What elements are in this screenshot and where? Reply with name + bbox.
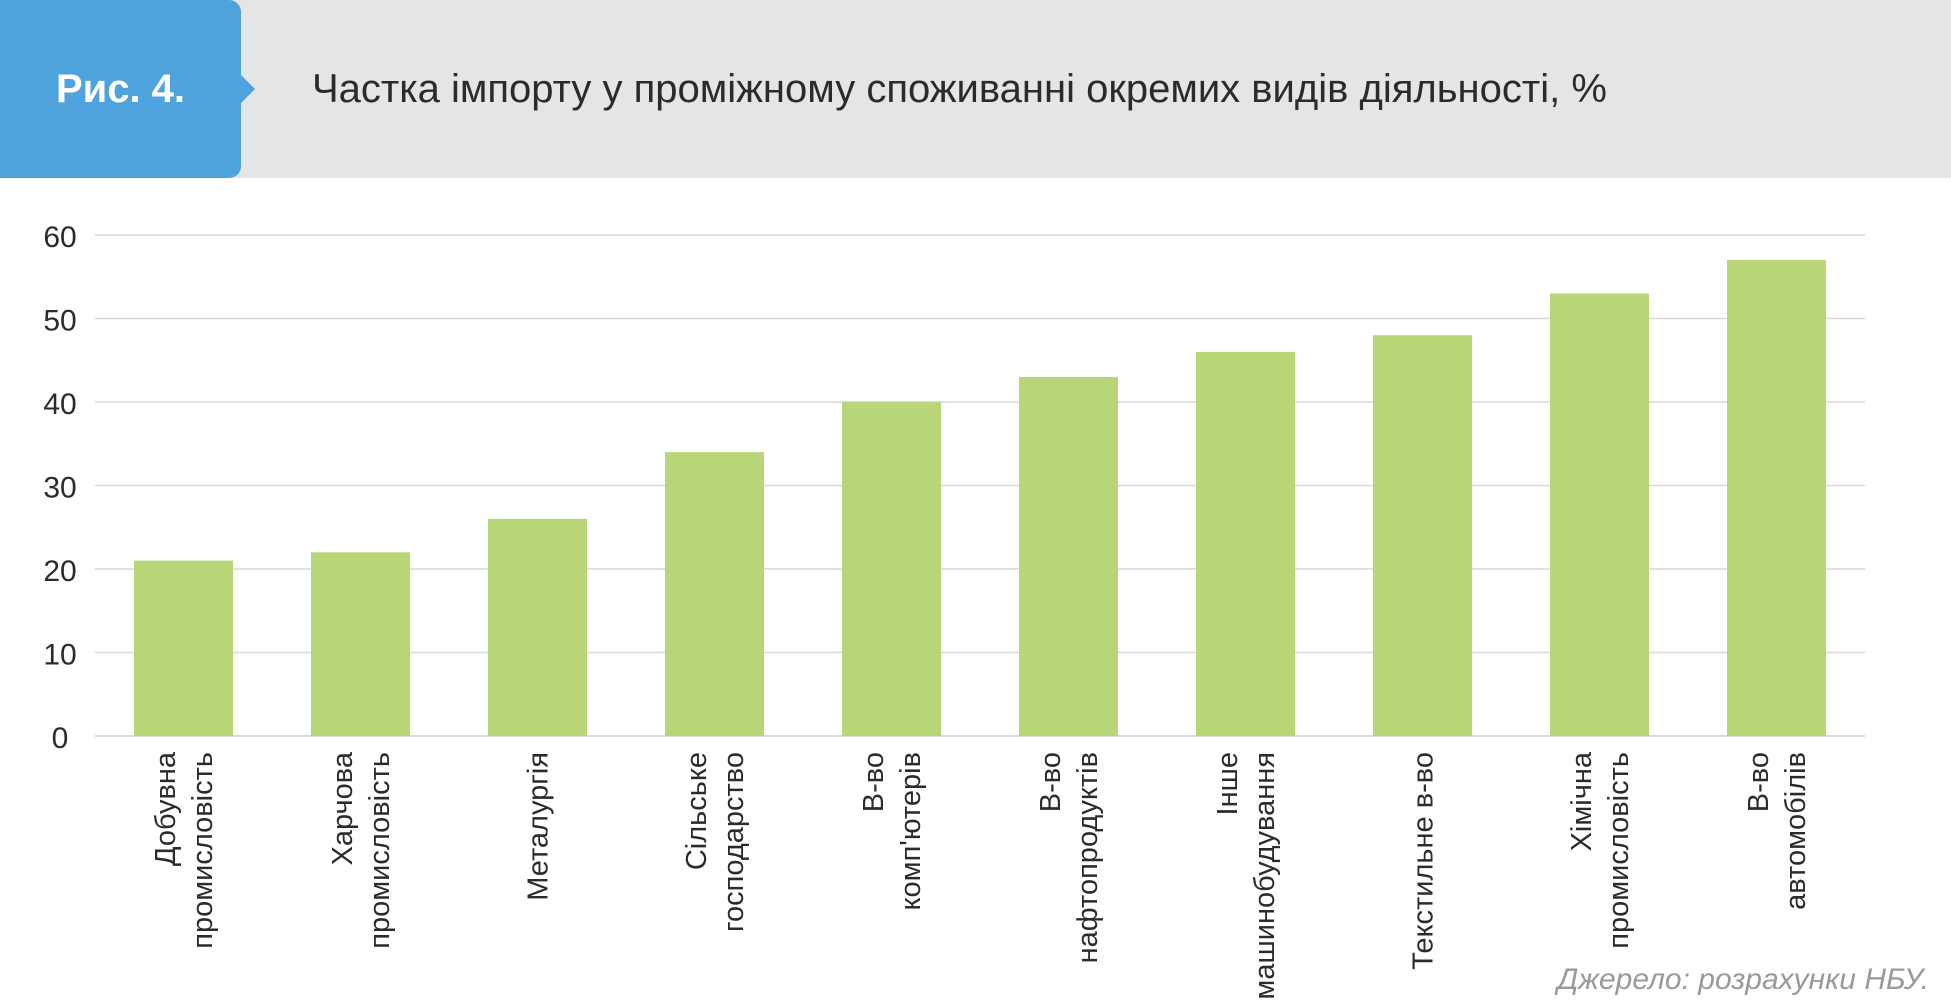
header-band [0,0,1951,178]
bar [1550,293,1649,736]
bar [1727,260,1826,736]
bar [1019,376,1118,736]
x-tick-label: Хімічна промисловість [1566,751,1635,949]
bars [134,260,1826,736]
y-tick-label: 0 [52,722,69,755]
x-tick-label: Добувна промисловість [150,751,219,949]
x-tick-label: Текстильне в-во [1408,752,1440,970]
figure-badge [0,0,241,178]
y-tick-label: 60 [43,221,76,254]
y-tick-label: 30 [43,472,76,505]
x-axis-labels: Добувна промисловість Харчова промисловість… [150,751,1812,999]
source-note: Джерело: розрахунки НБУ. [1557,963,1929,996]
x-tick-label: В-во автомобілів [1743,752,1812,910]
bar [1196,351,1295,736]
figure-label: Рис. 4. [55,67,186,111]
x-tick-label: Сільське господарство [681,752,750,932]
figure-title: Частка імпорту у проміжному споживанні о… [312,67,1607,111]
bar [488,518,587,736]
y-tick-label: 50 [43,305,76,338]
bar [134,560,233,736]
y-tick-label: 40 [43,388,76,421]
figure-badge-arrow [241,75,255,103]
bar [311,552,410,736]
y-tick-label: 20 [43,555,76,588]
x-tick-label: Харчова промисловість [327,751,396,949]
bar [842,402,941,736]
x-tick-label: В-во нафтопродуктів [1035,752,1104,963]
x-tick-label: В-во комп'ютерів [858,752,927,911]
y-axis-ticks: 0 10 20 30 40 50 60 [43,221,76,755]
y-tick-label: 10 [43,639,76,672]
bar [665,452,764,736]
x-tick-label: Інше машинобудування [1212,752,1281,1000]
bar [1373,335,1472,736]
x-tick-label: Металургія [523,752,555,901]
